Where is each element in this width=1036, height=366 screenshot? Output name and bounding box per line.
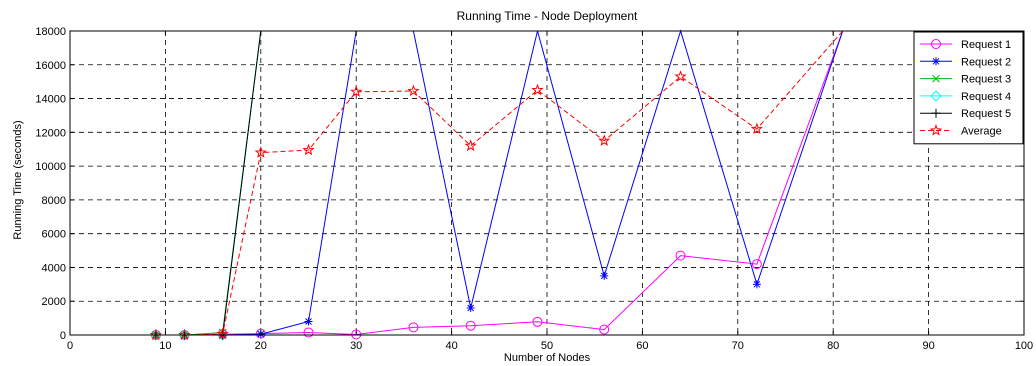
- legend-label-request-4: Request 4: [961, 91, 1011, 103]
- data-point-average: [531, 83, 544, 96]
- legend-marker-request-4: [930, 90, 942, 102]
- series-line-request-2: [155, 29, 844, 336]
- data-point-average: [149, 328, 162, 341]
- legend-item-request-3: Request 3: [920, 74, 1011, 86]
- legend-label-request-3: Request 3: [961, 74, 1011, 86]
- legend-label-request-1: Request 1: [961, 39, 1011, 51]
- data-point-request-1: [465, 320, 476, 331]
- x-tick-label: 40: [445, 340, 457, 352]
- x-tick-label: 60: [636, 340, 648, 352]
- legend-item-request-1: Request 1: [920, 39, 1011, 51]
- y-tick-label: 16000: [35, 60, 66, 72]
- legend-item-request-4: Request 4: [920, 90, 1011, 103]
- x-tick-label: 70: [732, 340, 744, 352]
- data-point-average: [302, 143, 315, 156]
- data-point-request-1: [675, 250, 686, 261]
- series-average: [149, 30, 844, 341]
- legend-marker-average: [929, 124, 943, 136]
- data-point-request-1: [351, 329, 362, 340]
- series-line-average: [155, 30, 844, 336]
- legend-item-request-5: Request 5: [920, 108, 1011, 120]
- legend-marker-request-3: [932, 74, 940, 83]
- y-tick-label: 8000: [42, 195, 66, 207]
- legend-label-request-5: Request 5: [961, 108, 1011, 120]
- axis-ticks: 0 10 20 30 40 50 60 70 80 90 100 0 2000 4000 6000 8000 1…: [35, 26, 1033, 352]
- data-point-request-1: [751, 259, 762, 270]
- data-point-request-1: [532, 316, 543, 327]
- data-point-average: [350, 85, 363, 97]
- y-tick-label: 2000: [42, 296, 66, 308]
- x-tick-label: 50: [541, 340, 553, 352]
- legend-item-average: Average: [920, 124, 1002, 138]
- data-point-average: [464, 139, 477, 152]
- data-point-average: [750, 122, 763, 135]
- data-point-average: [598, 134, 611, 146]
- data-point-average: [674, 70, 687, 82]
- series-line-request-1: [155, 30, 844, 336]
- data-point-request-1: [599, 324, 610, 335]
- legend: Request 1 Request 2 Request 3 Request 4 Requ…: [913, 31, 1024, 145]
- data-point-average: [216, 327, 229, 340]
- series-request-5: [151, 30, 262, 340]
- grid-lines: [70, 31, 1024, 335]
- data-point-request-2: [466, 303, 475, 312]
- legend-label-request-2: Request 2: [961, 56, 1011, 68]
- series-request-3: [152, 30, 262, 339]
- y-tick-label: 4000: [42, 262, 66, 274]
- chart-title: Running Time - Node Deployment: [457, 9, 638, 23]
- legend-marker-request-1: [931, 39, 941, 49]
- legend-marker-request-2: [932, 57, 940, 66]
- legend-item-request-2: Request 2: [920, 56, 1011, 68]
- x-tick-label: 0: [67, 340, 73, 352]
- x-tick-label: 100: [1015, 340, 1033, 352]
- series-line-request-5: [155, 30, 262, 336]
- data-point-average: [407, 84, 420, 97]
- data-point-request-2: [600, 271, 609, 280]
- y-tick-label: 6000: [42, 229, 66, 241]
- x-tick-label: 80: [827, 340, 839, 352]
- y-tick-label: 14000: [35, 94, 66, 106]
- x-tick-label: 10: [159, 340, 171, 352]
- y-axis-title: Running Time (seconds): [12, 120, 24, 239]
- x-tick-label: 90: [922, 340, 934, 352]
- data-point-average: [254, 146, 267, 158]
- series-line-request-4: [155, 30, 262, 336]
- x-tick-label: 20: [255, 340, 267, 352]
- plot-area: [149, 29, 844, 341]
- series-request-4: [150, 30, 262, 341]
- y-tick-label: 12000: [35, 127, 66, 139]
- legend-marker-request-5: [931, 108, 941, 118]
- x-axis-title: Number of Nodes: [504, 352, 591, 364]
- y-tick-label: 0: [60, 330, 66, 342]
- data-point-request-1: [408, 322, 419, 333]
- x-tick-label: 30: [350, 340, 362, 352]
- legend-box: [913, 31, 1024, 145]
- data-point-request-2: [304, 317, 313, 326]
- data-point-request-2: [752, 280, 761, 289]
- legend-label-average: Average: [961, 126, 1002, 138]
- data-point-request-1: [303, 327, 314, 338]
- data-point-average: [178, 328, 191, 341]
- series-line-request-3: [155, 30, 262, 336]
- y-tick-label: 10000: [35, 161, 66, 173]
- y-tick-label: 18000: [35, 26, 66, 38]
